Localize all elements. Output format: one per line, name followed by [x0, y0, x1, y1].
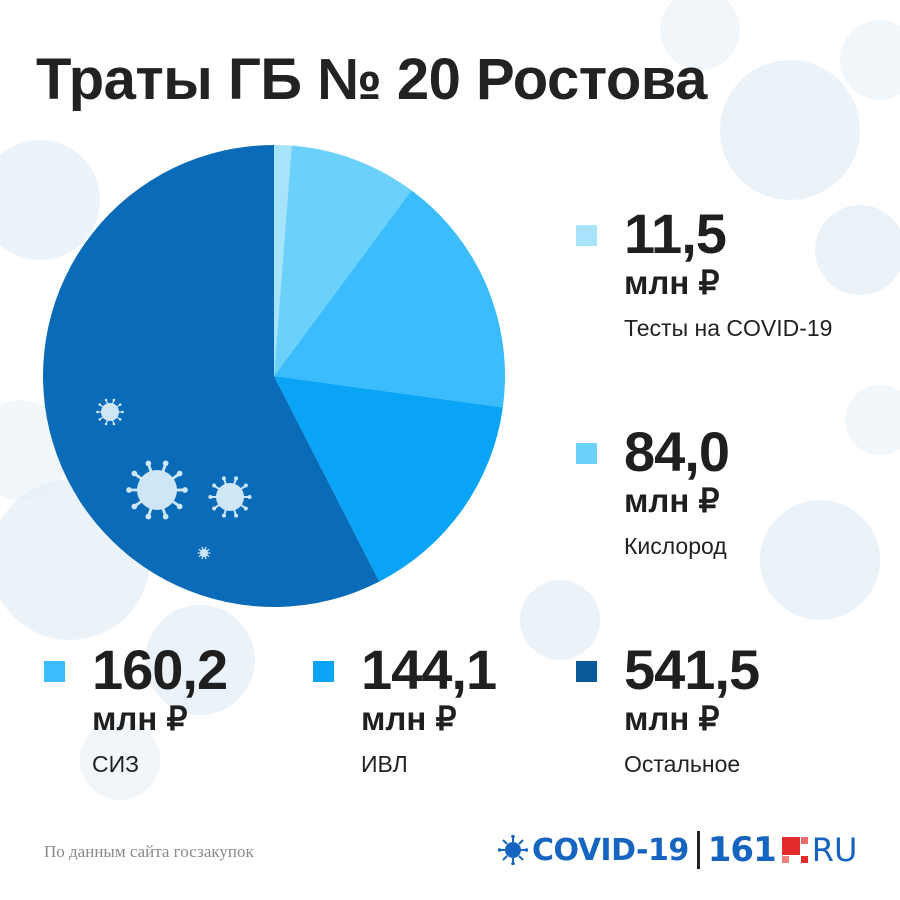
- virus-icon: [126, 460, 188, 520]
- legend-value-oxygen: 84,0: [624, 420, 730, 483]
- logo-covid-text: COVID-19: [532, 832, 689, 868]
- legend-swatch-ivl: [313, 661, 334, 682]
- legend-value-ivl: 144,1: [361, 638, 497, 701]
- legend-swatch-tests: [576, 225, 597, 246]
- legend-label-oxygen: Кислород: [624, 533, 727, 559]
- legend-label-siz: СИЗ: [92, 751, 140, 777]
- legend-unit-ivl: млн ₽: [361, 700, 457, 737]
- site-logo[interactable]: COVID-19 161 RU: [498, 828, 857, 872]
- logo-domain-text: RU: [811, 831, 858, 869]
- legend-swatch-oxygen: [576, 443, 597, 464]
- pie-slice-tests: [274, 145, 292, 376]
- legend-unit-tests: млн ₽: [624, 264, 720, 301]
- pie-slice-ivl: [274, 376, 503, 582]
- logo-squares-icon: [781, 837, 808, 863]
- legend-unit-other: млн ₽: [624, 700, 720, 737]
- legend-value-other: 541,5: [624, 638, 760, 701]
- pie-slice-oxygen: [274, 145, 412, 376]
- virus-icon: [498, 835, 528, 865]
- source-note: По данным сайта госзакупок: [44, 842, 254, 861]
- legend-label-tests: Тесты на COVID-19: [624, 315, 833, 341]
- legend-unit-oxygen: млн ₽: [624, 482, 720, 519]
- legend-swatch-other: [576, 661, 597, 682]
- legend-label-ivl: ИВЛ: [361, 751, 408, 777]
- legend-swatch-siz: [44, 661, 65, 682]
- legend-unit-siz: млн ₽: [92, 700, 188, 737]
- page-title: Траты ГБ № 20 Ростова: [36, 47, 707, 112]
- legend-value-siz: 160,2: [92, 638, 228, 701]
- legend-value-tests: 11,5: [624, 202, 727, 265]
- pie-slice-siz: [274, 190, 506, 408]
- virus-icon: [96, 398, 124, 426]
- legend-label-other: Остальное: [624, 751, 741, 777]
- logo-divider: [696, 831, 700, 869]
- logo-site-number: 161: [707, 830, 777, 870]
- virus-icon: [208, 476, 252, 518]
- virus-icon: [197, 546, 211, 560]
